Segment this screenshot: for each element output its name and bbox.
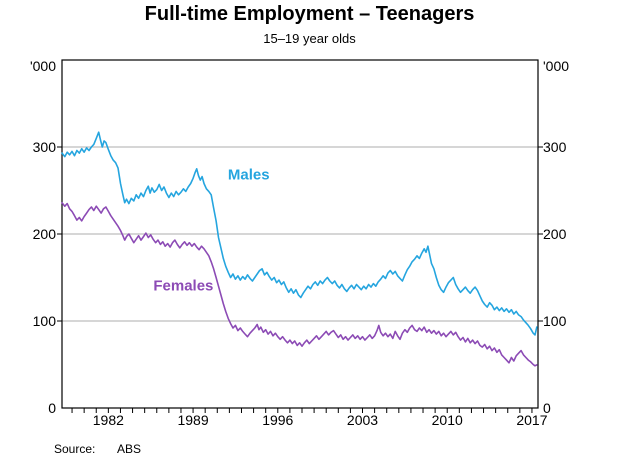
- males-line: [61, 131, 538, 336]
- chart-subtitle: 15–19 year olds: [263, 31, 356, 46]
- x-axis-label: 1982: [92, 412, 124, 428]
- y-axis-label-left: 200: [32, 226, 56, 242]
- chart-title: Full-time Employment – Teenagers: [144, 3, 475, 25]
- y-axis-label-left: 0: [48, 400, 56, 416]
- x-axis-label: 2010: [431, 412, 463, 428]
- x-axis-label: 1996: [262, 412, 294, 428]
- y-axis-label-right: 300: [543, 139, 567, 155]
- source-label: Source:: [54, 442, 96, 456]
- females-line: [61, 201, 538, 367]
- x-axis-label: 2017: [516, 412, 548, 428]
- y-axis-unit-left: '000: [29, 58, 56, 74]
- x-axis-label: 2003: [346, 412, 379, 428]
- y-axis-label-left: 100: [32, 313, 56, 329]
- males-label: Males: [227, 166, 270, 184]
- x-axis-label: 1989: [177, 412, 209, 428]
- y-axis-label-left: 300: [32, 139, 56, 155]
- females-label: Females: [153, 277, 214, 295]
- y-axis-unit-right: '000: [543, 58, 570, 74]
- y-axis-label-right: 0: [543, 400, 551, 416]
- y-axis-label-right: 200: [543, 226, 567, 242]
- source-value: ABS: [117, 442, 142, 456]
- y-axis-label-right: 100: [543, 313, 567, 329]
